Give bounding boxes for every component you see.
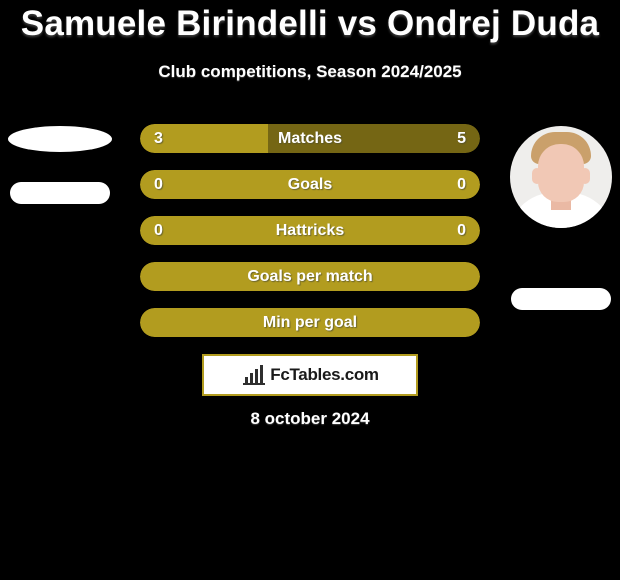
player-right-avatar [510, 126, 612, 228]
stat-bar-label: Goals [140, 176, 480, 194]
stat-bar-right-value: 5 [457, 130, 466, 148]
stat-bar-right-value: 0 [457, 176, 466, 194]
avatar-face [538, 144, 584, 202]
stat-bar-right-value: 0 [457, 222, 466, 240]
brand-inner: FcTables.com [204, 356, 416, 394]
stat-bar: Min per goal [140, 308, 480, 337]
page-title: Samuele Birindelli vs Ondrej Duda [0, 4, 620, 44]
stat-bar: Hattricks0 0 [140, 216, 480, 245]
stats-bars: Matches35Goals00Hattricks00Goals per mat… [140, 124, 480, 337]
stat-bar-left-value: 3 [154, 130, 163, 148]
player-right-team-chip [511, 288, 611, 310]
date-text: 8 october 2024 [0, 409, 620, 429]
stat-bar: Matches3 5 [140, 124, 480, 153]
page-subtitle: Club competitions, Season 2024/2025 [0, 62, 620, 82]
root: Samuele Birindelli vs Ondrej Duda Club c… [0, 0, 620, 580]
brand-chart-icon [241, 364, 267, 386]
player-left [8, 126, 112, 204]
brand-box: FcTables.com [202, 354, 418, 396]
stat-bar-label: Hattricks [140, 222, 480, 240]
brand-text: FcTables.com [270, 365, 379, 385]
player-right [510, 126, 612, 310]
player-left-avatar-placeholder [8, 126, 112, 152]
stat-bar-label: Matches [140, 130, 480, 148]
stat-bar: Goals0 0 [140, 170, 480, 199]
player-left-team-chip [10, 182, 110, 204]
stat-bar-label: Goals per match [140, 268, 480, 286]
stat-bar-left-value: 0 [154, 176, 163, 194]
stat-bar-label: Min per goal [140, 314, 480, 332]
stat-bar-left-value: 0 [154, 222, 163, 240]
stat-bar: Goals per match [140, 262, 480, 291]
